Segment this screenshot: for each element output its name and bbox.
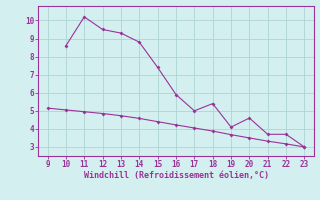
- X-axis label: Windchill (Refroidissement éolien,°C): Windchill (Refroidissement éolien,°C): [84, 171, 268, 180]
